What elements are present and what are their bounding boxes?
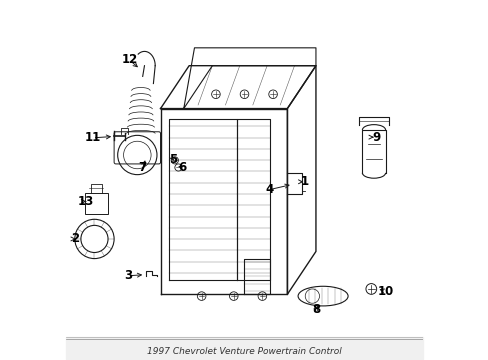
Text: 10: 10 (377, 285, 393, 298)
Text: 12: 12 (121, 54, 137, 67)
Text: 11: 11 (84, 131, 101, 144)
Text: 1: 1 (301, 175, 308, 188)
Text: 9: 9 (372, 131, 380, 144)
Text: 2: 2 (71, 233, 79, 246)
Text: 1997 Chevrolet Venture Powertrain Control: 1997 Chevrolet Venture Powertrain Contro… (147, 347, 341, 356)
Text: 13: 13 (77, 195, 94, 208)
Text: 4: 4 (265, 183, 273, 196)
Text: 7: 7 (138, 161, 146, 174)
Text: 5: 5 (168, 153, 177, 166)
Bar (66, 337, 422, 359)
Text: 8: 8 (311, 303, 320, 316)
Text: 3: 3 (124, 269, 132, 282)
Text: 6: 6 (178, 161, 186, 174)
Bar (84, 193, 108, 214)
